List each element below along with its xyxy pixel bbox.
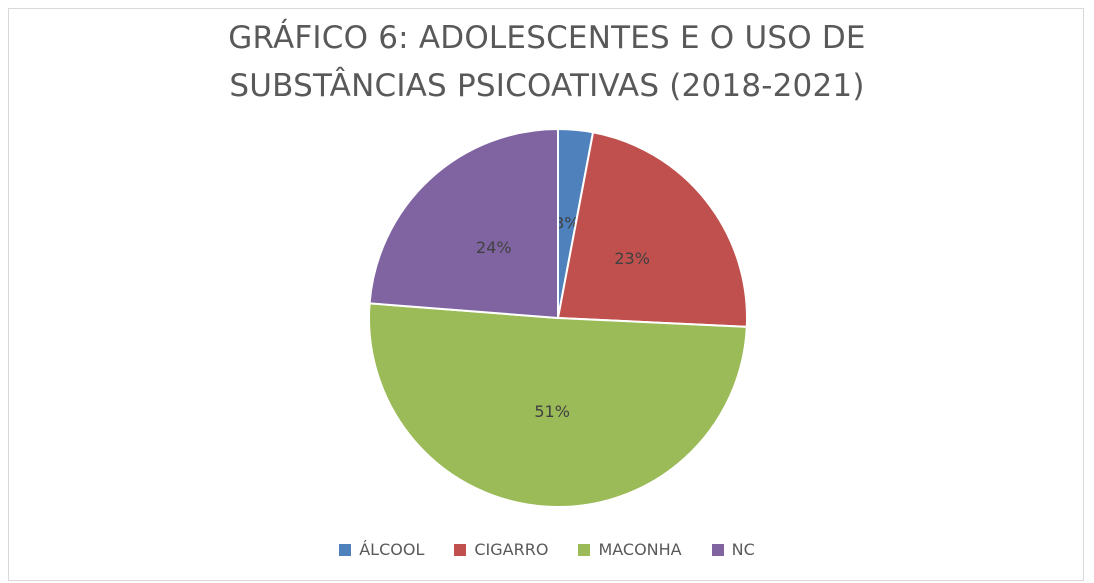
legend-swatch [454,543,467,556]
legend-label: NC [731,540,755,559]
data-label: 51% [534,402,570,421]
legend-label: CIGARRO [474,540,549,559]
data-label: 23% [614,249,650,268]
pie-slice [556,131,748,328]
legend-item: ÁLCOOL [339,540,424,559]
legend-swatch [578,543,591,556]
title-box: GRÁFICO 6: ADOLESCENTES E O USO DE SUBST… [0,14,1094,110]
pie-slice [368,127,559,320]
legend-item: MACONHA [578,540,682,559]
data-label: 24% [476,238,512,257]
legend-label: MACONHA [598,540,682,559]
pie-slice [368,302,748,508]
legend-swatch [339,543,352,556]
legend-item: CIGARRO [454,540,548,559]
legend-swatch [711,543,724,556]
legend: ÁLCOOL CIGARRO MACONHA NC [0,540,1094,559]
chart-border [8,8,1084,581]
chart-title: GRÁFICO 6: ADOLESCENTES E O USO DE SUBST… [228,20,866,104]
data-label: 3% [554,213,579,232]
legend-label: ÁLCOOL [359,540,425,559]
legend-item: NC [711,540,755,559]
